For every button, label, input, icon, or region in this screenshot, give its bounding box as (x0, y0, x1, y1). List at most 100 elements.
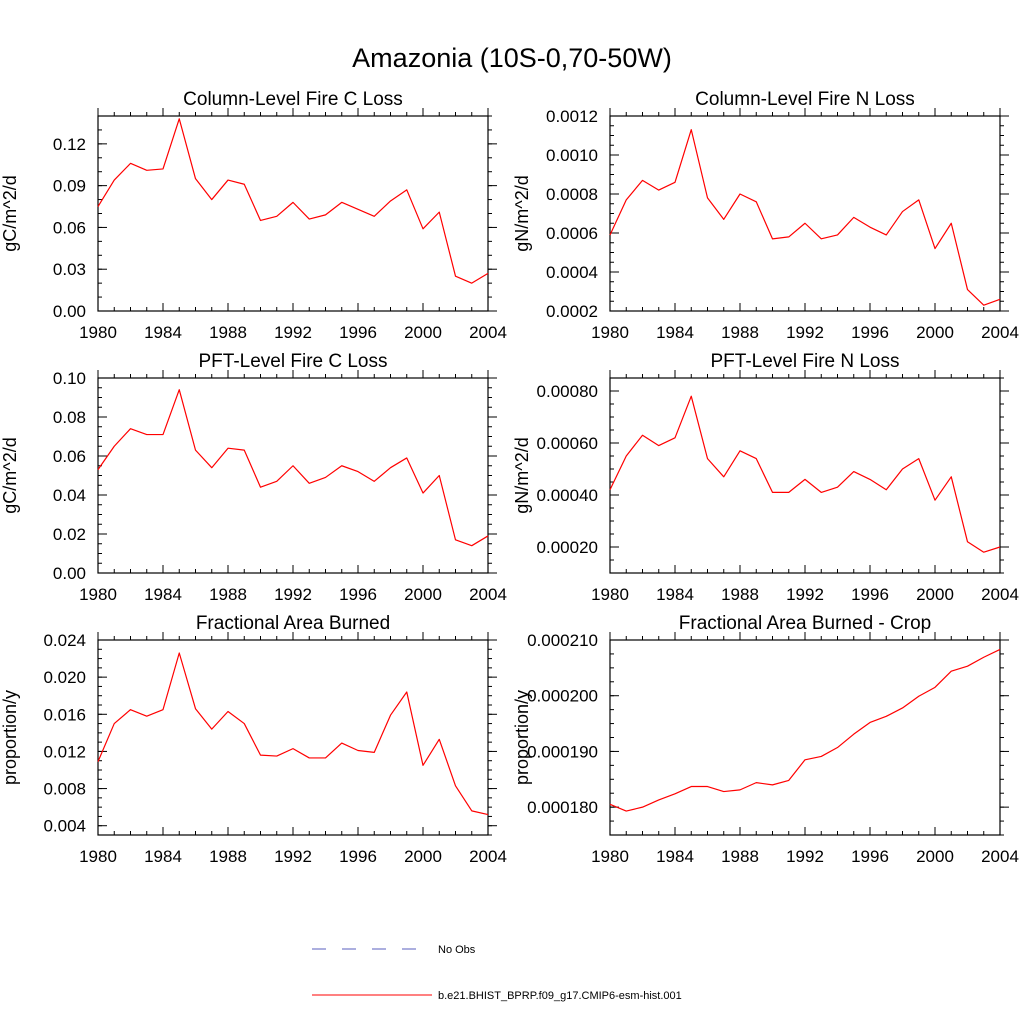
x-tick-label: 2000 (916, 847, 954, 866)
x-tick-label: 1996 (851, 847, 889, 866)
series-line-1 (609, 648, 1001, 812)
x-tick-label: 2000 (404, 585, 442, 604)
x-tick-label: 1992 (786, 585, 824, 604)
y-tick-label: 0.004 (43, 817, 86, 836)
y-tick-label: 0.02 (53, 525, 86, 544)
series-line-1 (97, 118, 489, 284)
legend-label-model: b.e21.BHIST_BPRP.f09_g17.CMIP6-esm-hist.… (438, 990, 682, 1002)
x-tick-label: 1980 (79, 323, 117, 342)
plot-frame (609, 639, 1001, 836)
y-tick-label: 0.00 (53, 564, 86, 583)
y-tick-label: 0.0010 (546, 146, 598, 165)
y-tick-label: 0.0008 (546, 185, 598, 204)
x-tick-label: 2004 (469, 585, 507, 604)
chart-panel-2: Column-Level Fire N Loss gN/m^2/d 1980 1984… (512, 89, 1019, 342)
x-tick-label: 1984 (144, 585, 182, 604)
y-tick-label: 0.0004 (546, 263, 598, 282)
x-tick-label: 1984 (144, 847, 182, 866)
plot-frame (97, 115, 489, 312)
x-tick-label: 2000 (404, 847, 442, 866)
x-tick-label: 1992 (786, 323, 824, 342)
x-tick-label: 1996 (851, 323, 889, 342)
plot-frame (97, 377, 489, 574)
x-tick-label: 1988 (209, 585, 247, 604)
chart-panel-5: Fractional Area Burned proportion/y 1980 19… (0, 613, 507, 866)
y-axis-label: proportion/y (512, 690, 532, 785)
panel-title: Fractional Area Burned (196, 613, 390, 634)
x-tick-label: 1992 (274, 585, 312, 604)
y-tick-label: 0.04 (53, 486, 86, 505)
panel-grid: Column-Level Fire C Loss gC/m^2/d 1980 1984… (0, 89, 1019, 866)
x-tick-label: 1988 (209, 323, 247, 342)
x-tick-label: 1992 (274, 847, 312, 866)
y-axis-label: gN/m^2/d (512, 437, 532, 513)
x-tick-label: 1984 (656, 323, 694, 342)
x-tick-label: 2004 (469, 323, 507, 342)
y-axis-label: gC/m^2/d (0, 175, 20, 251)
chart-panel-1: Column-Level Fire C Loss gC/m^2/d 1980 1984… (0, 89, 507, 342)
y-axis-label: gN/m^2/d (512, 175, 532, 251)
y-axis-label: proportion/y (0, 690, 20, 785)
series-line-1 (609, 129, 1001, 306)
x-tick-label: 2004 (469, 847, 507, 866)
chart-panel-4: PFT-Level Fire N Loss gN/m^2/d 1980 1984 198… (512, 351, 1019, 604)
panel-title: Column-Level Fire N Loss (695, 89, 915, 110)
x-tick-label: 1988 (721, 585, 759, 604)
x-tick-label: 1980 (591, 847, 629, 866)
series-line-1 (609, 395, 1001, 553)
x-tick-label: 1996 (339, 585, 377, 604)
y-tick-label: 0.00060 (537, 434, 598, 453)
y-tick-label: 0.0012 (546, 107, 598, 126)
y-tick-label: 0.06 (53, 218, 86, 237)
x-tick-label: 2004 (981, 847, 1019, 866)
chart-panel-3: PFT-Level Fire C Loss gC/m^2/d 1980 1984 198… (0, 351, 507, 604)
x-tick-label: 1980 (591, 585, 629, 604)
y-tick-label: 0.00080 (537, 382, 598, 401)
series-line-1 (97, 389, 489, 547)
plot-frame (97, 639, 489, 836)
panel-title: Column-Level Fire C Loss (183, 89, 403, 110)
y-tick-label: 0.06 (53, 447, 86, 466)
y-tick-label: 0.012 (43, 742, 86, 761)
panel-title: PFT-Level Fire C Loss (199, 351, 388, 372)
x-tick-label: 2004 (981, 585, 1019, 604)
legend: No Obs b.e21.BHIST_BPRP.f09_g17.CMIP6-es… (312, 944, 682, 1002)
figure-title: Amazonia (10S-0,70-50W) (352, 43, 672, 73)
y-tick-label: 0.08 (53, 408, 86, 427)
series-line-1 (97, 652, 489, 816)
x-tick-label: 1984 (656, 847, 694, 866)
x-tick-label: 1984 (656, 585, 694, 604)
x-tick-label: 1996 (339, 847, 377, 866)
x-tick-label: 2000 (404, 323, 442, 342)
y-tick-label: 0.024 (43, 631, 86, 650)
panel-title: PFT-Level Fire N Loss (711, 351, 900, 372)
x-tick-label: 1988 (721, 323, 759, 342)
y-axis-label: gC/m^2/d (0, 437, 20, 513)
x-tick-label: 1992 (274, 323, 312, 342)
x-tick-label: 1980 (79, 847, 117, 866)
y-tick-label: 0.000190 (527, 742, 598, 761)
x-tick-label: 1984 (144, 323, 182, 342)
y-tick-label: 0.09 (53, 177, 86, 196)
y-tick-label: 0.10 (53, 369, 86, 388)
y-tick-label: 0.000210 (527, 631, 598, 650)
x-tick-label: 2004 (981, 323, 1019, 342)
y-tick-label: 0.00040 (537, 486, 598, 505)
y-tick-label: 0.008 (43, 780, 86, 799)
x-tick-label: 1980 (79, 585, 117, 604)
y-tick-label: 0.00020 (537, 538, 598, 557)
y-tick-label: 0.016 (43, 705, 86, 724)
plot-frame (609, 377, 1001, 574)
y-tick-label: 0.0006 (546, 224, 598, 243)
chart-panel-6: Fractional Area Burned - Crop proportion/… (512, 613, 1019, 866)
x-tick-label: 1980 (591, 323, 629, 342)
panel-title: Fractional Area Burned - Crop (679, 613, 931, 634)
x-tick-label: 1988 (209, 847, 247, 866)
y-tick-label: 0.12 (53, 135, 86, 154)
y-tick-label: 0.020 (43, 668, 86, 687)
y-tick-label: 0.00 (53, 302, 86, 321)
x-tick-label: 2000 (916, 323, 954, 342)
y-tick-label: 0.000200 (527, 687, 598, 706)
y-tick-label: 0.0002 (546, 302, 598, 321)
